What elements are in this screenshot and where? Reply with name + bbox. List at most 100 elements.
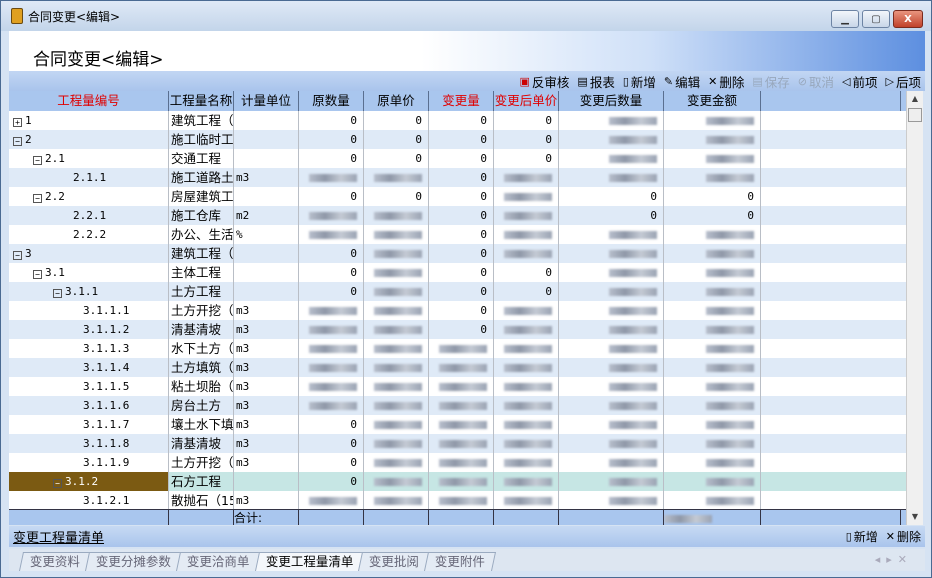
- unit-cell: m3: [234, 377, 299, 396]
- tab-6[interactable]: 变更附件: [424, 552, 497, 571]
- code-cell: 3.1.1.1: [9, 301, 169, 320]
- vertical-scrollbar[interactable]: ▲ ▼: [906, 91, 923, 525]
- collapse-icon[interactable]: −: [33, 156, 42, 165]
- table-row[interactable]: 3.1.1.3 水下土方（5m3: [9, 339, 906, 358]
- scroll-up-icon[interactable]: ▲: [911, 94, 919, 103]
- toolbar-edit-button[interactable]: ✎ 编辑: [664, 72, 700, 91]
- table-row[interactable]: −3.1.2 石方工程 0: [9, 472, 906, 491]
- maximize-button[interactable]: ▢: [862, 10, 890, 28]
- table-row[interactable]: 3.1.1.5 粘土坝胎（5m3: [9, 377, 906, 396]
- column-header[interactable]: 原单价: [364, 91, 429, 111]
- redacted-value: [609, 326, 657, 334]
- table-row[interactable]: 3.1.1.1 土方开挖（5m3 0: [9, 301, 906, 320]
- table-row[interactable]: 3.1.1.4 土方填筑（5m3: [9, 358, 906, 377]
- code-cell: 3.1.1.3: [9, 339, 169, 358]
- value-cell: 0: [299, 149, 364, 168]
- sub-delete-button[interactable]: ✕ 删除: [886, 528, 921, 545]
- toolbar-cancel-button[interactable]: ⊘ 取消: [798, 72, 834, 91]
- column-header[interactable]: 原数量: [299, 91, 364, 111]
- table-row[interactable]: 3.1.1.2 清基清坡 m3 0: [9, 320, 906, 339]
- column-header[interactable]: 变更量: [429, 91, 494, 111]
- toolbar-add-button[interactable]: ▯ 新增: [623, 72, 656, 91]
- minimize-button[interactable]: ▁: [831, 10, 859, 28]
- table-row[interactable]: −2.1 交通工程 0 0 0 0: [9, 149, 906, 168]
- redacted-value: [706, 250, 754, 258]
- tab-4[interactable]: 变更工程量清单: [254, 552, 365, 571]
- toolbar-delete-button[interactable]: ✕ 删除: [708, 72, 744, 91]
- table-row[interactable]: 3.1.1.6 房台土方 m3: [9, 396, 906, 415]
- collapse-icon[interactable]: −: [13, 137, 22, 146]
- collapse-icon[interactable]: −: [53, 479, 62, 488]
- table-row[interactable]: +1 建筑工程（ 0 0 0 0: [9, 111, 906, 130]
- table-row[interactable]: −3 建筑工程（ 0 0: [9, 244, 906, 263]
- toolbar-label: 前项: [852, 74, 878, 90]
- redacted-value: [706, 288, 754, 296]
- value-cell: [664, 168, 761, 187]
- table-row[interactable]: −2 施工临时工 0 0 0 0: [9, 130, 906, 149]
- value-cell: 0: [429, 149, 494, 168]
- column-header[interactable]: 变更后单价: [494, 91, 559, 111]
- prev-icon: ◁: [842, 74, 851, 88]
- tab-2[interactable]: 变更分摊参数: [84, 552, 183, 571]
- tab-3[interactable]: 变更洽商单: [176, 552, 261, 571]
- value-cell: [299, 206, 364, 225]
- toolbar-prev-button[interactable]: ◁ 前项: [842, 72, 877, 91]
- table-row[interactable]: 2.2.2 办公、生活% 0: [9, 225, 906, 244]
- tab-label: 变更批阅: [368, 554, 419, 569]
- table-row[interactable]: 3.1.1.7 壤土水下填 m3 0: [9, 415, 906, 434]
- collapse-icon[interactable]: −: [33, 194, 42, 203]
- column-header[interactable]: 计量单位: [234, 91, 299, 111]
- value-cell: [664, 415, 761, 434]
- expand-icon[interactable]: +: [13, 118, 22, 127]
- sub-add-button[interactable]: ▯ 新增: [846, 528, 878, 545]
- table-row[interactable]: 3.1.1.8 清基清坡 m3 0: [9, 434, 906, 453]
- close-button[interactable]: X: [893, 10, 923, 28]
- toolbar-report-button[interactable]: ▤ 报表: [577, 72, 614, 91]
- column-header[interactable]: 工程量名称: [169, 91, 234, 111]
- redacted-value: [374, 231, 422, 239]
- code-cell: 2.2.1: [9, 206, 169, 225]
- tab-5[interactable]: 变更批阅: [358, 552, 431, 571]
- column-header[interactable]: 工程量编号: [9, 91, 169, 111]
- table-row[interactable]: −3.1.1 土方工程 0 0 0: [9, 282, 906, 301]
- collapse-icon[interactable]: −: [33, 270, 42, 279]
- code-cell: −2.1: [9, 149, 169, 168]
- scroll-down-icon[interactable]: ▼: [911, 512, 919, 521]
- collapse-icon[interactable]: −: [53, 289, 62, 298]
- table-row[interactable]: 3.1.1.9 土方开挖（5m30: [9, 453, 906, 472]
- toolbar-save-button[interactable]: ▤ 保存: [752, 72, 789, 91]
- value-cell: 0: [494, 130, 559, 149]
- row-code: 2.2.1: [73, 209, 107, 222]
- toolbar-unaudit-button[interactable]: ▣ 反审核: [519, 72, 569, 91]
- scroll-thumb[interactable]: [908, 108, 922, 122]
- name-cell: 主体工程: [169, 263, 234, 282]
- column-header[interactable]: 变更金额: [664, 91, 761, 111]
- value-cell: [364, 244, 429, 263]
- code-cell: 3.1.1.9: [9, 453, 169, 472]
- tab-nav-icons[interactable]: ◂▸✕: [874, 553, 913, 566]
- tab-label: 变更资料: [29, 554, 80, 569]
- name-cell: 房屋建筑工: [171, 187, 234, 206]
- name-cell: 石方工程: [169, 472, 234, 491]
- column-header[interactable]: 变更后数量: [559, 91, 664, 111]
- toolbar-next-button[interactable]: ▷ 后项: [886, 72, 921, 91]
- subsection-title[interactable]: 变更工程量清单: [13, 531, 105, 546]
- redacted-value: [504, 174, 552, 182]
- empty-cell: [761, 358, 901, 377]
- empty-cell: [761, 472, 901, 491]
- table-row[interactable]: 2.2.1 施工仓库 m2 0 0 0: [9, 206, 906, 225]
- tab-1[interactable]: 变更资料: [18, 552, 92, 571]
- name-cell: 清基清坡: [169, 434, 234, 453]
- row-code: 2.2: [45, 190, 65, 203]
- redacted-value: [706, 497, 754, 505]
- table-row[interactable]: −3.1 主体工程 0 0 0: [9, 263, 906, 282]
- table-row[interactable]: −2.2 房屋建筑工 0 0 0 0 0: [9, 187, 906, 206]
- redacted-value: [609, 174, 657, 182]
- collapse-icon[interactable]: −: [13, 251, 22, 260]
- page-title: 合同变更<编辑>: [33, 50, 164, 70]
- redacted-value: [309, 174, 357, 182]
- table-row[interactable]: 3.1.2.1 散抛石（15 m3: [9, 491, 906, 510]
- table-row[interactable]: 2.1.1 施工道路土 m3 0: [9, 168, 906, 187]
- row-code: 3.1.2.1: [83, 494, 130, 507]
- column-header[interactable]: [761, 91, 901, 111]
